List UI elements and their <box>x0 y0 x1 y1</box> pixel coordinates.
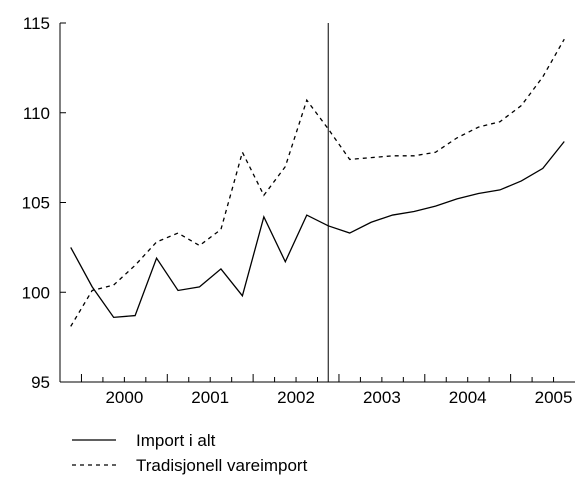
y-tick-label: 100 <box>22 283 50 302</box>
series-lines <box>70 38 565 327</box>
y-tick-label: 115 <box>23 14 50 33</box>
x-tick-label: 2003 <box>363 388 401 407</box>
legend: Import i alt Tradisjonell vareimport <box>72 431 308 475</box>
x-axis-ticks: 2000 2001 2002 2003 2004 2005 <box>80 374 573 407</box>
y-axis-ticks: 95 100 105 110 115 <box>22 14 66 392</box>
legend-label: Tradisjonell vareimport <box>136 456 308 475</box>
x-tick-label: 2000 <box>105 388 143 407</box>
y-tick-label: 105 <box>22 194 50 213</box>
series-line-tradisjonell-vareimport <box>70 38 565 327</box>
x-tick-label: 2004 <box>449 388 487 407</box>
x-tick-label: 2005 <box>535 388 573 407</box>
x-tick-label: 2001 <box>191 388 229 407</box>
x-tick-label: 2002 <box>277 388 315 407</box>
series-line-import-i-alt <box>70 141 565 319</box>
axes <box>59 23 575 383</box>
legend-label: Import i alt <box>136 431 216 450</box>
y-tick-label: 95 <box>31 373 50 392</box>
y-tick-label: 110 <box>23 104 50 123</box>
